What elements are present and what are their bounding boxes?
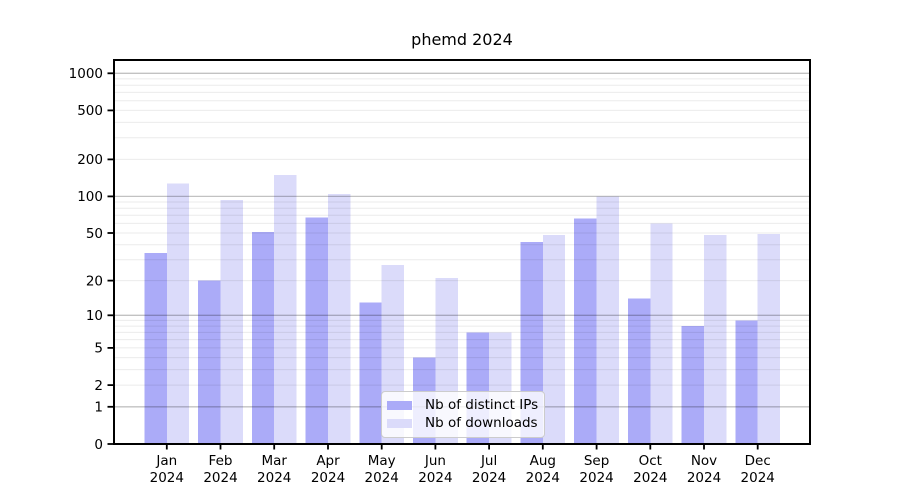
- x-tick-label-apr: Apr: [316, 453, 340, 469]
- bar-nb-of-downloads-dec: [757, 234, 781, 444]
- legend-label-distinct-ips: Nb of distinct IPs: [425, 397, 539, 413]
- bar-nb-of-distinct-ips-sep: [574, 218, 597, 444]
- x-tick-year-mar: 2024: [257, 470, 291, 486]
- x-tick-year-oct: 2024: [633, 470, 667, 486]
- x-tick-label-sep: Sep: [584, 453, 609, 469]
- bar-nb-of-distinct-ips-may: [359, 302, 382, 444]
- bar-nb-of-downloads-oct: [650, 223, 673, 444]
- x-tick-year-dec: 2024: [741, 470, 775, 486]
- x-tick-year-apr: 2024: [311, 470, 345, 486]
- y-tick-label-10: 10: [86, 308, 103, 324]
- chart-title: phemd 2024: [411, 30, 513, 49]
- x-tick-year-jan: 2024: [150, 470, 184, 486]
- bar-nb-of-downloads-jan: [166, 183, 190, 444]
- x-tick-label-oct: Oct: [639, 453, 662, 469]
- x-tick-year-jun: 2024: [418, 470, 452, 486]
- plot-frame: [113, 59, 811, 445]
- bar-nb-of-distinct-ips-mar: [251, 232, 275, 444]
- x-tick-year-jul: 2024: [472, 470, 506, 486]
- legend-swatch-downloads: [387, 418, 412, 429]
- y-tick-label-500: 500: [77, 103, 103, 119]
- y-tick-label-50: 50: [86, 226, 103, 242]
- y-tick-label-0: 0: [94, 437, 103, 453]
- x-tick-year-nov: 2024: [687, 470, 721, 486]
- x-tick-label-jul: Jul: [480, 453, 497, 469]
- bar-nb-of-distinct-ips-jan: [144, 253, 167, 444]
- bar-nb-of-downloads-mar: [274, 174, 297, 445]
- legend-row-downloads: Nb of downloads: [387, 415, 544, 432]
- bar-nb-of-downloads-feb: [220, 200, 243, 444]
- x-tick-year-aug: 2024: [526, 470, 560, 486]
- y-tick-label-1000: 1000: [69, 66, 103, 82]
- bar-nb-of-distinct-ips-nov: [681, 326, 704, 444]
- y-tick-label-1: 1: [94, 400, 103, 416]
- legend-row-distinct-ips: Nb of distinct IPs: [387, 397, 544, 414]
- x-tick-label-may: May: [368, 453, 396, 469]
- x-tick-label-nov: Nov: [691, 453, 717, 469]
- y-tick-label-20: 20: [86, 273, 103, 289]
- y-tick-label-5: 5: [94, 341, 103, 357]
- bar-nb-of-downloads-nov: [704, 235, 727, 444]
- x-tick-label-jun: Jun: [424, 453, 446, 469]
- x-tick-year-may: 2024: [365, 470, 399, 486]
- legend-label-downloads: Nb of downloads: [425, 415, 538, 431]
- bar-nb-of-downloads-aug: [542, 235, 566, 444]
- x-tick-label-mar: Mar: [261, 453, 287, 469]
- legend-swatch-distinct-ips: [387, 400, 412, 411]
- bar-nb-of-distinct-ips-dec: [735, 320, 758, 444]
- y-tick-label-2: 2: [94, 378, 103, 394]
- x-tick-year-sep: 2024: [579, 470, 613, 486]
- x-tick-label-aug: Aug: [530, 453, 556, 469]
- x-tick-label-jan: Jan: [155, 453, 177, 469]
- bar-nb-of-downloads-apr: [328, 193, 351, 444]
- x-tick-year-feb: 2024: [203, 470, 237, 486]
- legend: Nb of distinct IPs Nb of downloads: [381, 391, 545, 438]
- bar-nb-of-distinct-ips-apr: [305, 217, 328, 444]
- x-tick-label-dec: Dec: [745, 453, 771, 469]
- bar-nb-of-downloads-sep: [596, 196, 619, 444]
- y-tick-label-100: 100: [77, 189, 103, 205]
- y-tick-label-200: 200: [77, 152, 103, 168]
- x-tick-label-feb: Feb: [209, 453, 233, 469]
- bar-nb-of-distinct-ips-feb: [198, 280, 221, 444]
- bar-nb-of-distinct-ips-oct: [627, 298, 651, 444]
